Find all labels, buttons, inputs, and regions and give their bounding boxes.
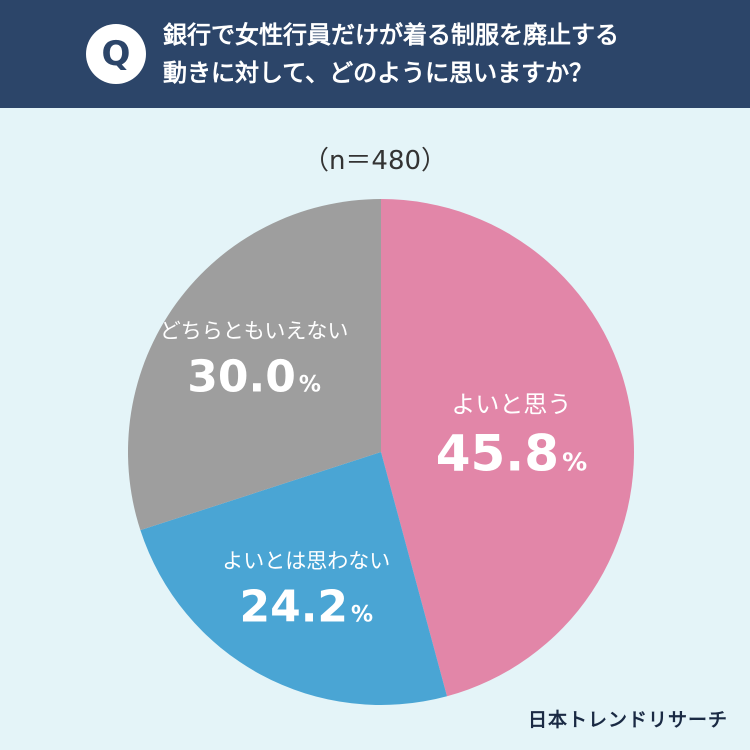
pie-slice-2 <box>140 452 447 705</box>
q-badge: Q <box>86 24 146 84</box>
question-line-2: 動きに対して、どのように思いますか？ <box>163 59 594 87</box>
slice-value-3: 30.0% <box>187 351 321 402</box>
sample-size: （n＝480） <box>302 146 448 176</box>
pie-slice-1 <box>381 199 635 697</box>
question-line-1: 銀行で女性行員だけが着る制服を廃止する <box>163 21 619 49</box>
question-text: 銀行で女性行員だけが着る制服を廃止する 動きに対して、どのように思いますか？ <box>163 16 723 92</box>
slice-value-1: 45.8% <box>436 425 587 483</box>
slice-label-1: よいと思う <box>451 391 571 419</box>
brand-logo: 日本トレンドリサーチ <box>527 709 728 731</box>
pie-slice-3 <box>127 199 381 531</box>
slice-value-2: 24.2% <box>239 582 373 633</box>
slice-label-2: よいとは思わない <box>222 549 390 573</box>
slice-label-3: どちらともいえない <box>160 319 349 343</box>
question-header: Q 銀行で女性行員だけが着る制服を廃止する 動きに対して、どのように思いますか？ <box>0 0 750 108</box>
